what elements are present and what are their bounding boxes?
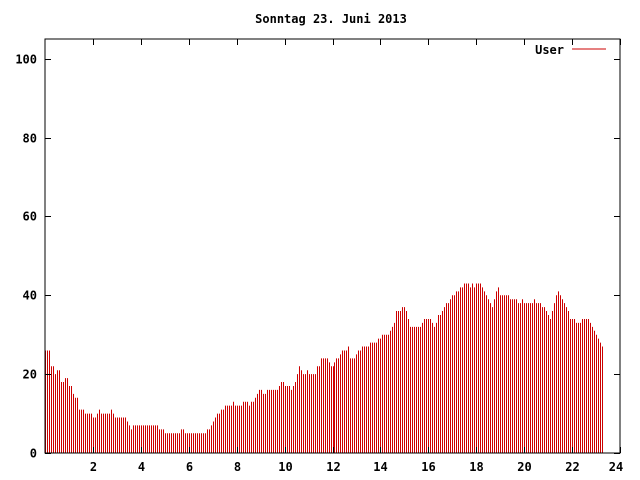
chart-title: Sonntag 23. Juni 2013 bbox=[255, 12, 407, 26]
y-tick-label: 20 bbox=[23, 368, 37, 382]
x-tick-label: 12 bbox=[326, 460, 340, 474]
y-tick-label: 0 bbox=[30, 447, 37, 461]
y-tick-label: 80 bbox=[23, 132, 37, 146]
legend-label: User bbox=[535, 43, 564, 57]
x-tick-label: 24 bbox=[609, 460, 623, 474]
x-tick-label: 18 bbox=[469, 460, 483, 474]
x-tick-label: 10 bbox=[278, 460, 292, 474]
x-tick-label: 16 bbox=[421, 460, 435, 474]
y-tick-label: 100 bbox=[15, 53, 37, 67]
x-tick-label: 14 bbox=[373, 460, 387, 474]
y-tick-label: 60 bbox=[23, 210, 37, 224]
legend: User bbox=[535, 43, 606, 57]
bars-layer bbox=[45, 283, 603, 453]
plot-frame bbox=[44, 38, 621, 454]
x-tick-label: 8 bbox=[234, 460, 241, 474]
x-tick-label: 6 bbox=[186, 460, 193, 474]
x-tick-label: 4 bbox=[138, 460, 145, 474]
x-tick-label: 22 bbox=[565, 460, 579, 474]
y-tick-label: 40 bbox=[23, 289, 37, 303]
x-tick-label: 2 bbox=[90, 460, 97, 474]
x-tick-label: 20 bbox=[517, 460, 531, 474]
